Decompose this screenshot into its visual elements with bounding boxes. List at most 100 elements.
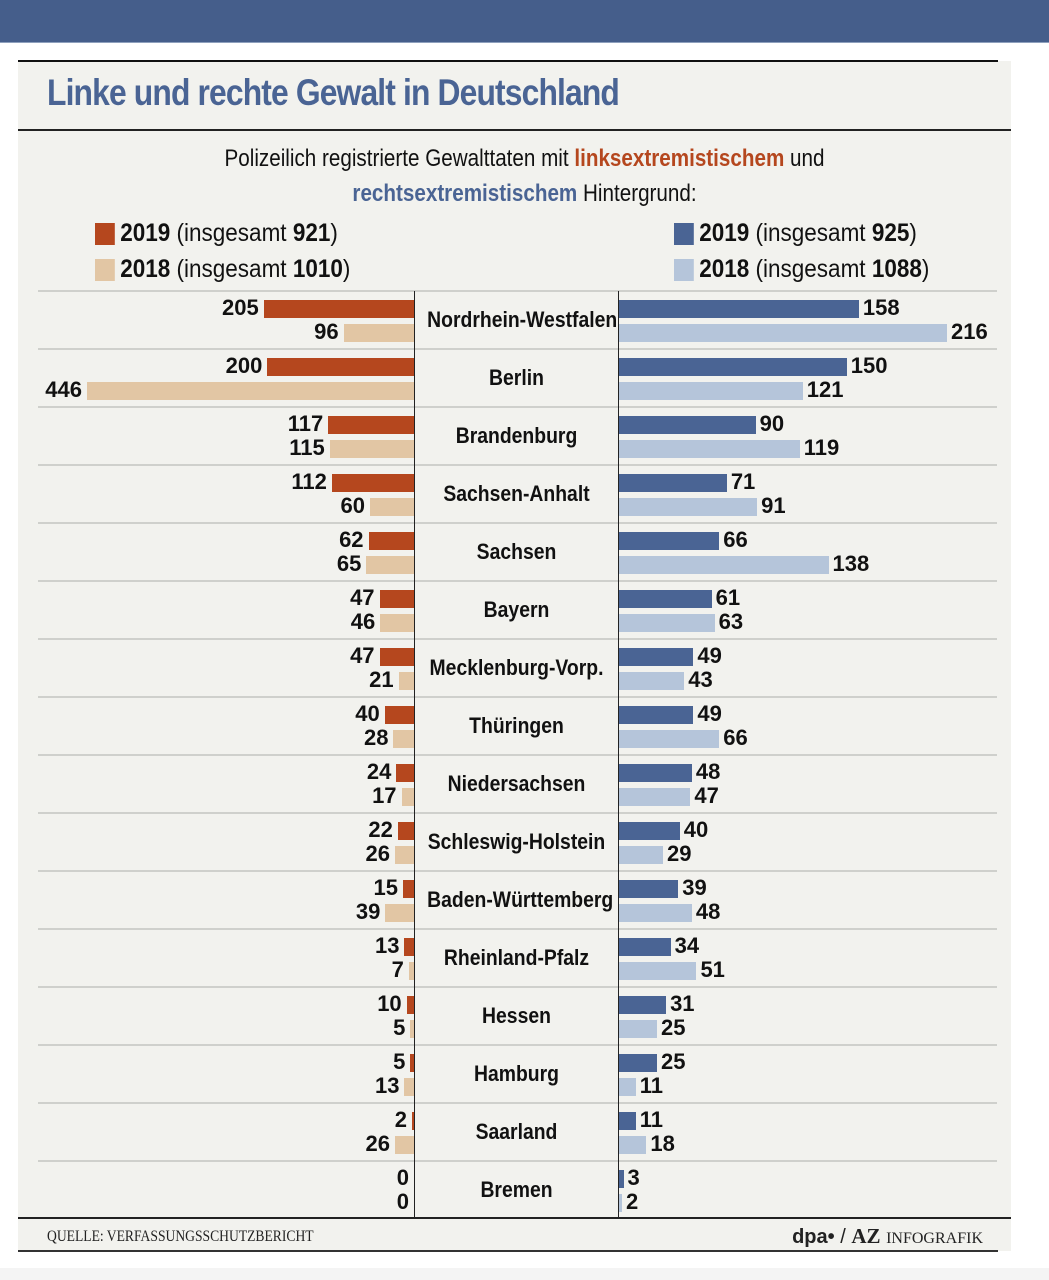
- data-label: 5: [393, 1015, 406, 1040]
- bar-left-2019: [368, 532, 414, 550]
- data-label: 61: [715, 585, 741, 610]
- legend-text: ): [342, 255, 351, 283]
- row-gridline: [38, 580, 997, 582]
- data-label: 121: [806, 377, 844, 402]
- bar-right-2019: [619, 996, 667, 1014]
- subtitle-text: Polizeilich registrierte Gewalttaten mit: [224, 145, 569, 172]
- infografik-label: INFOGRAFIK: [886, 1230, 983, 1247]
- legend-swatch: [674, 258, 694, 281]
- bar-left-2019: [404, 938, 414, 956]
- data-label: 46: [350, 609, 376, 634]
- bar-right-2018: [619, 382, 803, 400]
- data-label: 21: [369, 667, 394, 692]
- legend-left-2019: 2019 (insgesamt 921): [95, 219, 338, 248]
- subtitle-text: und: [790, 145, 825, 172]
- row-gridline: [38, 696, 997, 698]
- row-gridline: [38, 522, 997, 524]
- bar-right-2019: [619, 880, 679, 898]
- data-label: 216: [951, 319, 988, 344]
- bar-right-2018: [619, 962, 697, 980]
- legend-left-2018: 2018 (insgesamt 1010): [95, 255, 350, 284]
- subtitle-line-2: rechtsextremistischem Hintergrund:: [73, 180, 975, 208]
- bar-left-2019: [267, 358, 414, 376]
- bar-right-2019: [619, 358, 847, 376]
- bar-left-2019: [379, 590, 414, 608]
- data-label: 119: [803, 435, 840, 460]
- state-label: Sachsen-Anhalt: [443, 481, 590, 506]
- bar-right-2019: [619, 706, 694, 724]
- data-label: 47: [694, 783, 719, 808]
- legend-text: ): [330, 219, 338, 247]
- state-label: Sachsen: [476, 539, 557, 564]
- data-label: 15: [373, 875, 399, 900]
- top-rule: [18, 60, 998, 62]
- data-label: 18: [650, 1131, 675, 1156]
- subtitle-right-extremism: rechtsextremistischem: [352, 180, 578, 207]
- subtitle-left-extremism: linksextremistischem: [574, 145, 785, 172]
- data-label: 47: [350, 643, 375, 668]
- legend-text: ): [921, 255, 930, 283]
- data-label: 2: [626, 1189, 639, 1214]
- state-label: Hessen: [482, 1003, 551, 1028]
- bar-right-2019: [619, 648, 694, 666]
- credit: dpa• / AZ INFOGRAFIK: [792, 1224, 983, 1249]
- bar-right-2019: [619, 938, 671, 956]
- bar-left-2019: [406, 996, 414, 1014]
- data-label: 48: [695, 899, 721, 924]
- data-label: 71: [730, 469, 756, 494]
- bar-right-2018: [619, 672, 685, 690]
- bar-right-2019: [619, 764, 692, 782]
- data-label: 34: [674, 933, 700, 958]
- bar-left-2018: [366, 556, 414, 574]
- data-label: 48: [695, 759, 721, 784]
- row-gridline: [38, 348, 997, 350]
- row-gridline: [38, 986, 997, 988]
- data-label: 91: [761, 493, 786, 518]
- bar-left-2018: [401, 788, 414, 806]
- bar-left-2019: [379, 648, 414, 666]
- state-label: Rheinland-Pfalz: [443, 945, 590, 970]
- title-rule: [18, 129, 1011, 131]
- bar-right-2018: [619, 788, 691, 806]
- state-label: Bayern: [483, 597, 550, 622]
- data-label: 0: [396, 1165, 409, 1190]
- row-gridline: [38, 464, 997, 466]
- chart-title: Linke und rechte Gewalt in Deutschland: [47, 72, 620, 113]
- top-banner: [0, 0, 1049, 43]
- data-label: 49: [697, 701, 722, 726]
- bar-left-2018: [385, 904, 414, 922]
- row-gridline: [38, 812, 997, 814]
- data-label: 28: [364, 725, 389, 750]
- bar-left-2018: [343, 324, 414, 342]
- legend-text: (insgesamt: [176, 255, 287, 283]
- data-label: 65: [336, 551, 362, 576]
- data-label: 40: [683, 817, 709, 842]
- bar-right-2018: [619, 1194, 623, 1212]
- bar-right-2019: [619, 474, 727, 492]
- bar-right-2018: [619, 1020, 657, 1038]
- data-label: 26: [365, 1131, 390, 1156]
- data-label: 138: [832, 551, 870, 576]
- data-label: 205: [221, 295, 259, 320]
- state-label: Schleswig-Holstein: [427, 829, 606, 854]
- bar-right-2019: [619, 822, 680, 840]
- bar-right-2018: [619, 730, 720, 748]
- bar-right-2019: [619, 1054, 657, 1072]
- bar-left-2018: [380, 614, 414, 632]
- state-label: Saarland: [475, 1119, 558, 1144]
- legend-text: ): [909, 219, 917, 247]
- bar-left-2018: [329, 440, 414, 458]
- data-label: 39: [355, 899, 381, 924]
- state-label: Berlin: [489, 365, 544, 390]
- bar-right-2018: [619, 498, 758, 516]
- data-label: 200: [225, 353, 263, 378]
- bar-right-2018: [619, 1078, 636, 1096]
- bar-left-2018: [410, 1020, 414, 1038]
- data-label: 40: [355, 701, 380, 726]
- data-label: 115: [289, 435, 325, 460]
- data-label: 63: [718, 609, 744, 634]
- data-label: 11: [639, 1107, 663, 1132]
- bar-right-2019: [619, 416, 756, 434]
- row-gridline: [38, 1160, 997, 1162]
- data-label: 11: [639, 1073, 663, 1098]
